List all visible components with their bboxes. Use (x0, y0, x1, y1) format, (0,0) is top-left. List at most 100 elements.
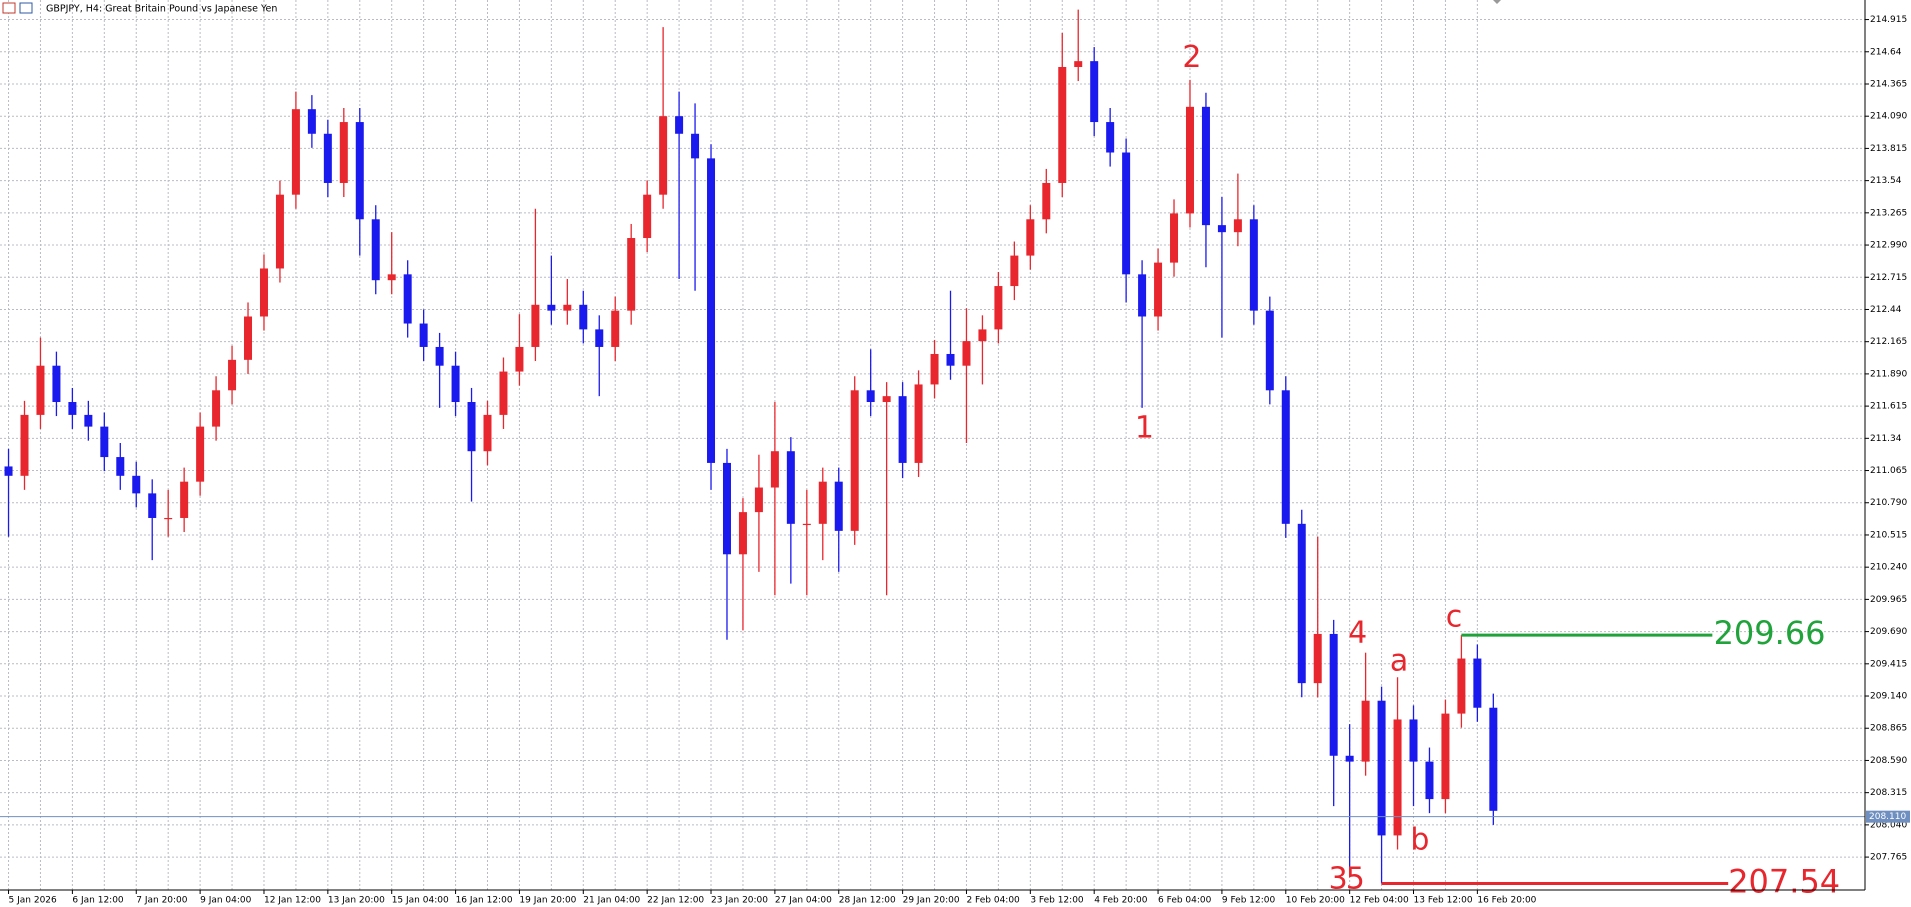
y-tick-label: 214.64 (1870, 47, 1902, 57)
candle-body (1489, 707, 1498, 811)
y-tick-label: 212.990 (1870, 241, 1907, 251)
candle-body (1265, 310, 1274, 391)
x-tick-label: 16 Feb 20:00 (1477, 896, 1536, 906)
y-tick-label: 209.690 (1870, 627, 1907, 637)
candle-body (627, 238, 636, 311)
level-label: 207.54 (1728, 862, 1840, 900)
x-tick-label: 7 Jan 20:00 (136, 896, 188, 906)
y-tick-label: 210.515 (1870, 530, 1907, 540)
candle-body (930, 353, 939, 385)
candle-body (1393, 719, 1402, 836)
candle-body (1185, 106, 1194, 214)
candle-body (196, 426, 205, 482)
candle-body (1154, 262, 1163, 317)
x-tick-label: 6 Jan 12:00 (72, 896, 124, 906)
candle-body (531, 304, 540, 347)
candle-body (451, 365, 460, 403)
y-tick-label: 213.54 (1870, 176, 1902, 186)
wave-label: 5 (1346, 861, 1365, 896)
candle-body (675, 116, 684, 134)
x-tick-label: 6 Feb 04:00 (1158, 896, 1212, 906)
candle-body (1361, 700, 1370, 762)
candle-body (1106, 122, 1115, 153)
wave-label: 2 (1182, 40, 1201, 75)
candle-body (1042, 182, 1051, 220)
candle-body (1058, 67, 1067, 183)
candle-body (164, 517, 173, 520)
y-tick-label: 208.865 (1870, 724, 1907, 734)
level-label: 209.66 (1714, 614, 1826, 652)
x-tick-label: 28 Jan 12:00 (839, 896, 896, 906)
candle-body (1233, 219, 1242, 233)
y-tick-label: 209.415 (1870, 659, 1907, 669)
candles (4, 9, 1498, 884)
candle-body (68, 402, 77, 415)
candle-body (547, 304, 556, 311)
x-tick-label: 22 Jan 12:00 (647, 896, 704, 906)
x-tick-label: 12 Feb 04:00 (1350, 896, 1409, 906)
x-tick-label: 23 Jan 20:00 (711, 896, 768, 906)
x-tick-label: 5 Jan 2026 (9, 896, 57, 906)
candle-body (1138, 274, 1147, 317)
x-tick-label: 19 Jan 20:00 (519, 896, 576, 906)
candle-body (355, 122, 364, 220)
candle-body (212, 390, 221, 427)
candle-body (499, 371, 508, 415)
wave-label: a (1390, 643, 1408, 678)
candle-body (228, 359, 237, 391)
candle-body (770, 451, 779, 488)
wave-label: 3 (1329, 861, 1348, 896)
candle-body (307, 109, 316, 134)
candle-body (1249, 219, 1258, 311)
y-tick-label: 211.065 (1870, 466, 1907, 476)
candle-body (1409, 719, 1418, 762)
candle-body (387, 274, 396, 281)
y-tick-label: 212.44 (1870, 305, 1902, 315)
candle-body (36, 365, 45, 415)
candle-body (978, 329, 987, 342)
candle-body (1201, 106, 1210, 226)
candle-body (611, 310, 620, 347)
candle-body (1074, 61, 1083, 68)
candle-body (1473, 658, 1482, 708)
candle-body (1010, 255, 1019, 287)
candle-body (323, 133, 332, 183)
y-tick-label: 208.590 (1870, 756, 1907, 766)
y-tick-label: 214.365 (1870, 79, 1907, 89)
chart-title: GBPJPY, H4: Great Britain Pound vs Japan… (46, 4, 277, 15)
chart-icon[interactable] (19, 2, 33, 14)
candle-body (1425, 761, 1434, 800)
candle-body (946, 353, 955, 366)
menu-icon[interactable] (2, 2, 16, 14)
y-tick-label: 214.090 (1870, 112, 1907, 122)
candle-body (659, 116, 668, 195)
candle-body (850, 390, 859, 531)
y-tick-label: 211.34 (1870, 434, 1902, 444)
y-tick-label: 213.265 (1870, 208, 1907, 218)
wave-label: b (1410, 822, 1429, 857)
candle-body (1170, 213, 1179, 263)
y-tick-label: 214.915 (1870, 15, 1907, 25)
y-tick-label: 212.165 (1870, 337, 1907, 347)
candle-body (371, 219, 380, 281)
candle-body (52, 365, 61, 403)
candle-body (738, 512, 747, 555)
candle-body (962, 341, 971, 366)
candle-body (1345, 755, 1354, 762)
candle-body (275, 194, 284, 269)
y-tick-label: 208.315 (1870, 788, 1907, 798)
x-tick-label: 12 Jan 12:00 (264, 896, 321, 906)
candle-body (1297, 523, 1306, 684)
candle-body (563, 304, 572, 311)
candle-body (1441, 713, 1450, 800)
y-tick-label: 208.040 (1870, 820, 1907, 830)
candle-body (1090, 61, 1099, 123)
candle-body (259, 268, 268, 317)
y-tick-label: 212.715 (1870, 273, 1907, 283)
x-tick-label: 21 Jan 04:00 (583, 896, 640, 906)
candle-body (914, 384, 923, 463)
candle-body (818, 481, 827, 524)
candle-body (467, 402, 476, 452)
y-tick-label: 210.240 (1870, 563, 1907, 573)
